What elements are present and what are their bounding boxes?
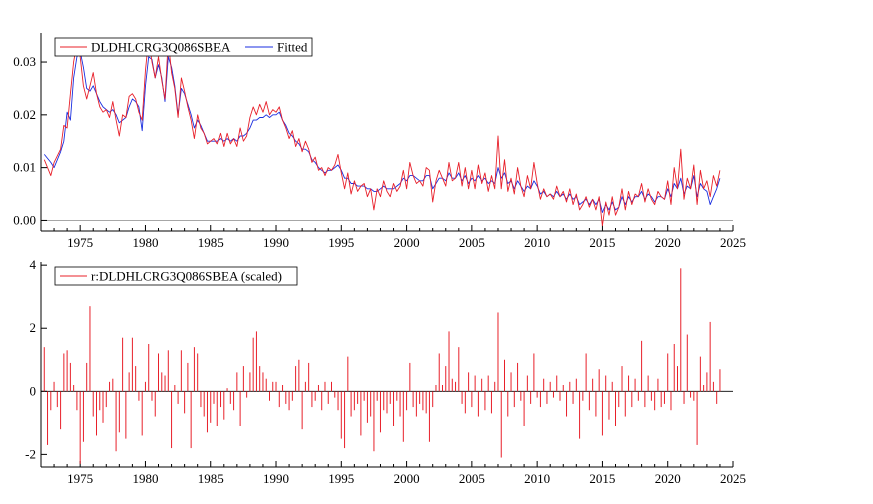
y-tick-label: 0.01 [13, 160, 36, 175]
legend-box [54, 266, 298, 286]
legend-label: r:DLDHLCRG3Q086SBEA (scaled) [91, 269, 282, 284]
panel-fitted: 0.00 0.01 0.02 0.03 1975 1980 1985 1990 1995 2000… [13, 33, 746, 250]
y-tick-label: 0.02 [13, 107, 36, 122]
y-tick-label: -2 [25, 446, 36, 461]
y-tick-label: 0.03 [13, 54, 36, 69]
x-tick-label: 1980 [132, 235, 158, 250]
x-tick-label: 1985 [198, 471, 224, 486]
x-tick-label: 2015 [589, 235, 615, 250]
x-tick-label: 1990 [263, 471, 289, 486]
x-tick-label: 1990 [263, 235, 289, 250]
x-tick-label: 2000 [394, 235, 420, 250]
x-tick-label: 2025 [720, 471, 746, 486]
legend-label: DLDHLCRG3Q086SBEA [91, 40, 231, 55]
x-tick-label: 2005 [459, 471, 485, 486]
x-tick-label: 1995 [328, 471, 354, 486]
x-tick-label: 1995 [328, 235, 354, 250]
series-actual-line [43, 37, 721, 227]
y-tick-label: 2 [30, 320, 37, 335]
x-tick-label: 1980 [132, 471, 158, 486]
x-tick-label: 2020 [655, 471, 681, 486]
x-tick-label: 1985 [198, 235, 224, 250]
x-tick-label: 2020 [655, 235, 681, 250]
legend-box [54, 37, 313, 57]
x-tick-label: 2005 [459, 235, 485, 250]
x-tick-label: 2000 [394, 471, 420, 486]
x-tick-label: 2015 [589, 471, 615, 486]
x-tick-label: 2025 [720, 235, 746, 250]
y-tick-label: 0.00 [13, 212, 36, 227]
x-tick-label: 1975 [67, 471, 93, 486]
legend-label: Fitted [277, 40, 308, 55]
y-tick-label: 4 [30, 257, 37, 272]
x-tick-label: 2010 [524, 235, 550, 250]
panel-residuals: -2 0 2 4 1975 1980 1985 1990 1995 2000 2005 2010 201… [25, 257, 746, 486]
y-tick-label: 0 [30, 383, 37, 398]
x-tick-label: 2010 [524, 471, 550, 486]
x-tick-label: 1975 [67, 235, 93, 250]
